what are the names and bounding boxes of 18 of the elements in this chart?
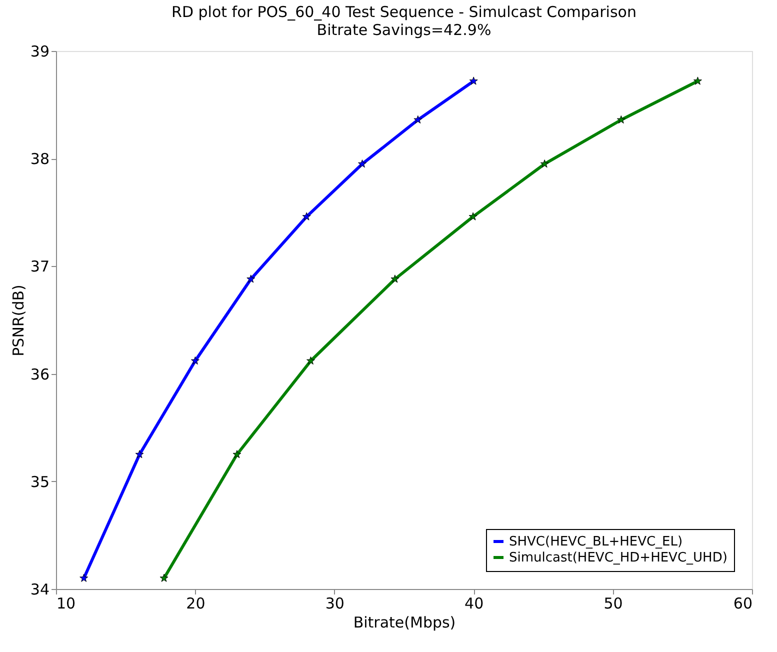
- x-tick-label: 10: [56, 594, 76, 612]
- x-tick-label: 20: [186, 594, 206, 612]
- y-tick-label: 35: [30, 472, 50, 491]
- y-tick-label: 39: [30, 42, 50, 60]
- y-tick-label: 34: [30, 580, 50, 598]
- y-tick-label: 37: [30, 258, 50, 276]
- x-tick-label: 30: [325, 594, 344, 612]
- y-axis-title: PSNR(dB): [9, 284, 28, 356]
- x-axis-title: Bitrate(Mbps): [353, 614, 456, 632]
- chart-subtitle: Bitrate Savings=42.9%: [316, 21, 492, 39]
- x-tick-label: 60: [733, 594, 752, 612]
- x-tick-label: 50: [604, 594, 623, 612]
- chart-title: RD plot for POS_60_40 Test Sequence - Simulcast Comparison: [172, 3, 636, 21]
- y-tick-label: 38: [30, 150, 50, 168]
- y-tick-label: 36: [30, 365, 50, 384]
- x-tick-label: 40: [464, 594, 484, 612]
- legend-label: SHVC(HEVC_BL+HEVC_EL): [509, 534, 683, 550]
- legend-label: Simulcast(HEVC_HD+HEVC_UHD): [509, 550, 728, 566]
